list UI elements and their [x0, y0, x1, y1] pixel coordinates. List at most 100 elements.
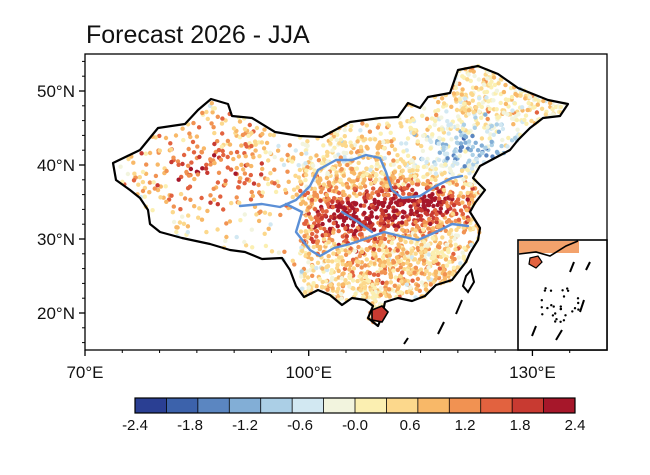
- station-point: [370, 290, 375, 295]
- station-point: [362, 210, 367, 216]
- station-point: [381, 192, 387, 198]
- station-point: [239, 143, 244, 148]
- station-point: [333, 154, 338, 159]
- station-point: [349, 166, 355, 172]
- station-point: [371, 272, 377, 277]
- station-point: [430, 132, 435, 137]
- station-point: [254, 212, 259, 217]
- station-point: [243, 243, 249, 248]
- station-point: [419, 208, 424, 213]
- inset-island: [540, 306, 543, 309]
- station-point: [341, 216, 347, 221]
- station-point: [181, 137, 186, 143]
- inset-island: [555, 318, 558, 321]
- station-point: [465, 197, 470, 202]
- station-point: [479, 86, 484, 91]
- station-point: [485, 116, 490, 122]
- station-point: [415, 139, 420, 144]
- station-point: [431, 203, 436, 209]
- station-point: [260, 190, 265, 195]
- station-point: [506, 135, 511, 141]
- station-point: [466, 108, 472, 113]
- station-point: [327, 188, 332, 193]
- station-point: [483, 145, 488, 150]
- station-point: [314, 234, 319, 239]
- station-point: [473, 115, 478, 120]
- station-point: [208, 200, 213, 205]
- station-point: [368, 137, 373, 142]
- station-point: [334, 137, 339, 142]
- station-point: [372, 243, 377, 248]
- station-point: [437, 271, 442, 277]
- station-point: [428, 146, 433, 151]
- station-point: [174, 229, 179, 235]
- station-point: [426, 226, 431, 231]
- station-point: [405, 260, 410, 266]
- station-point: [276, 250, 282, 255]
- station-point: [147, 150, 153, 156]
- station-point: [312, 168, 317, 173]
- station-point: [323, 213, 328, 218]
- station-point: [257, 154, 262, 159]
- station-point: [441, 144, 446, 150]
- station-point: [412, 257, 418, 262]
- station-point: [209, 101, 214, 106]
- station-point: [514, 117, 519, 123]
- station-point: [309, 197, 315, 203]
- station-point: [176, 162, 181, 167]
- station-point: [465, 190, 470, 196]
- station-point: [357, 232, 363, 237]
- station-point: [392, 169, 398, 175]
- station-point: [392, 283, 397, 288]
- station-point: [527, 95, 533, 100]
- station-point: [428, 221, 433, 227]
- station-point: [350, 223, 356, 228]
- station-point: [304, 168, 309, 173]
- station-point: [309, 263, 315, 269]
- station-point: [435, 202, 440, 208]
- station-point: [292, 262, 297, 267]
- station-point: [355, 278, 360, 284]
- station-point: [271, 133, 276, 138]
- station-point: [439, 249, 445, 255]
- station-point: [320, 186, 325, 191]
- station-point: [354, 215, 359, 220]
- station-point: [391, 158, 396, 163]
- station-point: [252, 139, 258, 144]
- station-point: [187, 131, 192, 136]
- colorbar: -2.4 -1.8 -1.2 -0.6 -0.0 0.6 1.2 1.8 2.4: [122, 397, 585, 434]
- station-point: [242, 181, 247, 186]
- station-point: [221, 207, 226, 212]
- station-point: [379, 217, 384, 223]
- station-point: [387, 294, 392, 299]
- station-point: [421, 174, 426, 180]
- station-point: [429, 177, 434, 182]
- station-point: [461, 230, 467, 235]
- station-point: [334, 204, 339, 209]
- station-point: [378, 286, 384, 291]
- station-point: [433, 166, 439, 172]
- station-point: [315, 239, 321, 244]
- colorbar-bin: [386, 398, 419, 413]
- station-point: [455, 197, 461, 202]
- station-point: [529, 118, 534, 124]
- station-point: [454, 81, 459, 86]
- station-point: [467, 226, 473, 231]
- station-point: [157, 148, 162, 153]
- station-point: [389, 139, 394, 144]
- station-point: [340, 282, 346, 287]
- x-tick-label: 70°E: [66, 363, 103, 382]
- station-point: [298, 188, 303, 194]
- station-point: [484, 95, 489, 100]
- station-point: [163, 135, 169, 141]
- station-point: [474, 157, 479, 162]
- station-point: [251, 155, 256, 160]
- station-point: [306, 260, 311, 265]
- station-point: [412, 202, 417, 207]
- station-point: [494, 88, 500, 94]
- station-point: [371, 227, 377, 232]
- station-point: [435, 224, 440, 229]
- station-point: [547, 100, 553, 106]
- station-point: [479, 115, 484, 121]
- station-point: [286, 179, 291, 184]
